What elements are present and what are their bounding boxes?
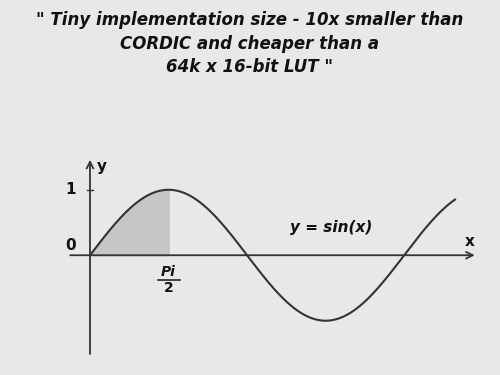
- Text: Pi: Pi: [161, 265, 176, 279]
- Text: 1: 1: [66, 182, 76, 197]
- Text: " Tiny implementation size - 10x smaller than
CORDIC and cheaper than a
64k x 16: " Tiny implementation size - 10x smaller…: [36, 11, 464, 76]
- Text: 0: 0: [66, 238, 76, 253]
- Text: x: x: [465, 234, 475, 249]
- Text: y = sin(x): y = sin(x): [290, 220, 372, 235]
- Text: 2: 2: [164, 281, 173, 296]
- Text: y: y: [96, 159, 106, 174]
